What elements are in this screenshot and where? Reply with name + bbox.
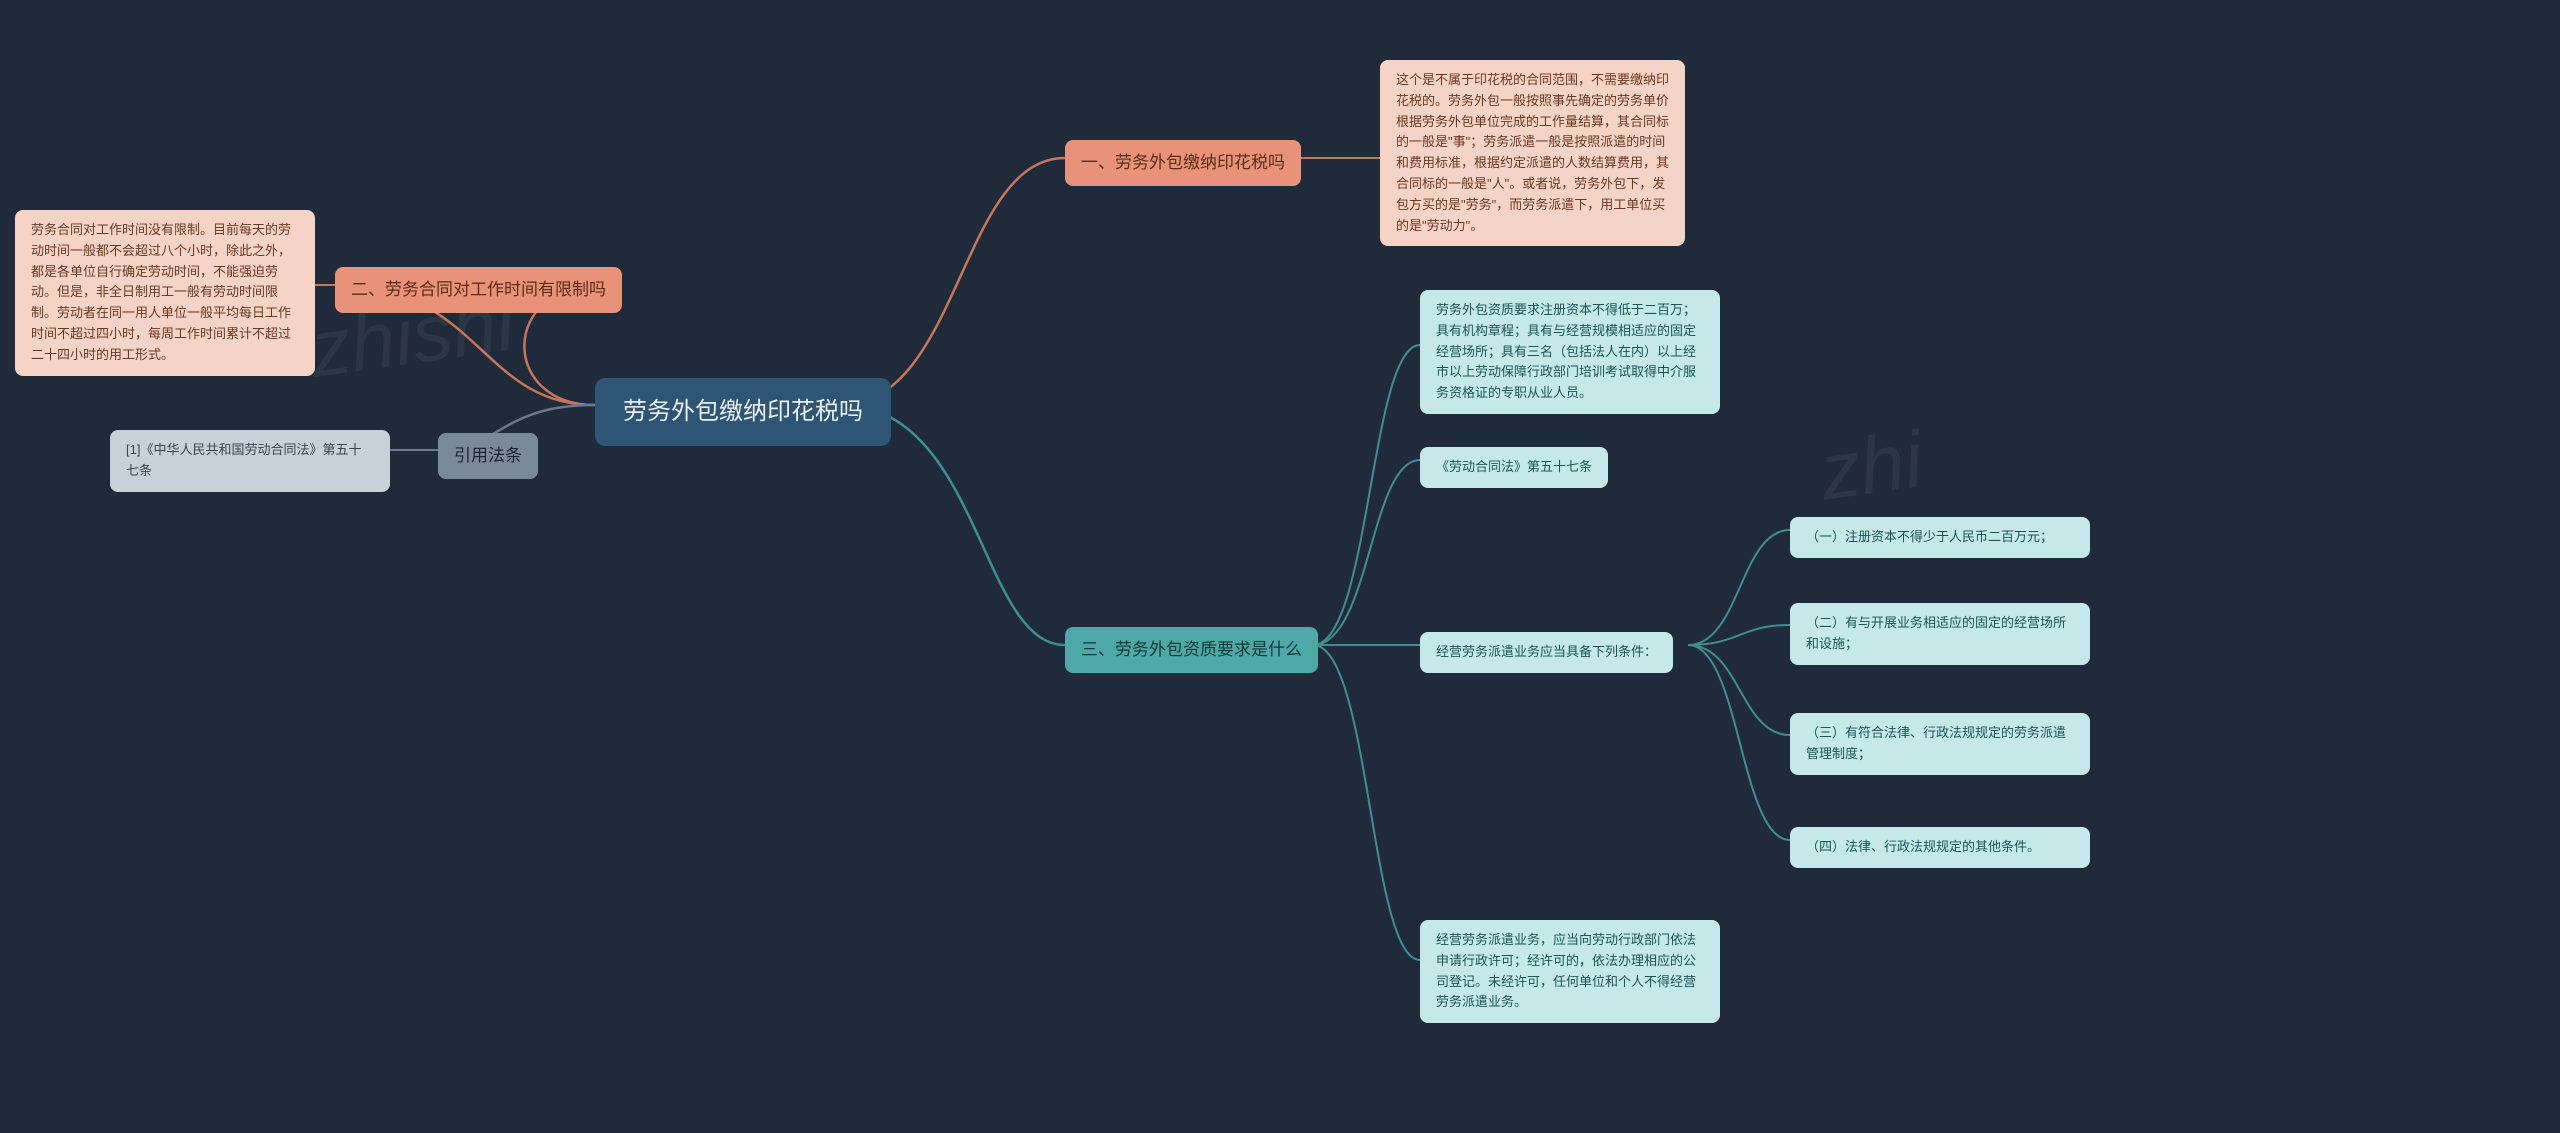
watermark: zhi (1814, 413, 1928, 518)
branch-4-item1: [1]《中华人民共和国劳动合同法》第五十七条 (110, 430, 390, 492)
branch-1[interactable]: 一、劳务外包缴纳印花税吗 (1065, 140, 1301, 186)
branch-3[interactable]: 三、劳务外包资质要求是什么 (1065, 627, 1318, 673)
branch-3-item3-sub2: （二）有与开展业务相适应的固定的经营场所和设施； (1790, 603, 2090, 665)
branch-1-detail: 这个是不属于印花税的合同范围，不需要缴纳印花税的。劳务外包一般按照事先确定的劳务… (1380, 60, 1685, 246)
branch-3-item3-sub3: （三）有符合法律、行政法规规定的劳务派遣管理制度； (1790, 713, 2090, 775)
branch-4[interactable]: 引用法条 (438, 433, 538, 479)
branch-3-item4: 经营劳务派遣业务，应当向劳动行政部门依法申请行政许可；经许可的，依法办理相应的公… (1420, 920, 1720, 1023)
branch-2[interactable]: 二、劳务合同对工作时间有限制吗 (335, 267, 622, 313)
branch-3-item2: 《劳动合同法》第五十七条 (1420, 447, 1608, 488)
branch-2-detail: 劳务合同对工作时间没有限制。目前每天的劳动时间一般都不会超过八个小时，除此之外，… (15, 210, 315, 376)
branch-3-item1: 劳务外包资质要求注册资本不得低于二百万；具有机构章程；具有与经营规模相适应的固定… (1420, 290, 1720, 414)
root-node[interactable]: 劳务外包缴纳印花税吗 (595, 378, 891, 446)
branch-3-item3[interactable]: 经营劳务派遣业务应当具备下列条件： (1420, 632, 1673, 673)
branch-3-item3-sub4: （四）法律、行政法规规定的其他条件。 (1790, 827, 2090, 868)
branch-3-item3-sub1: （一）注册资本不得少于人民币二百万元； (1790, 517, 2090, 558)
